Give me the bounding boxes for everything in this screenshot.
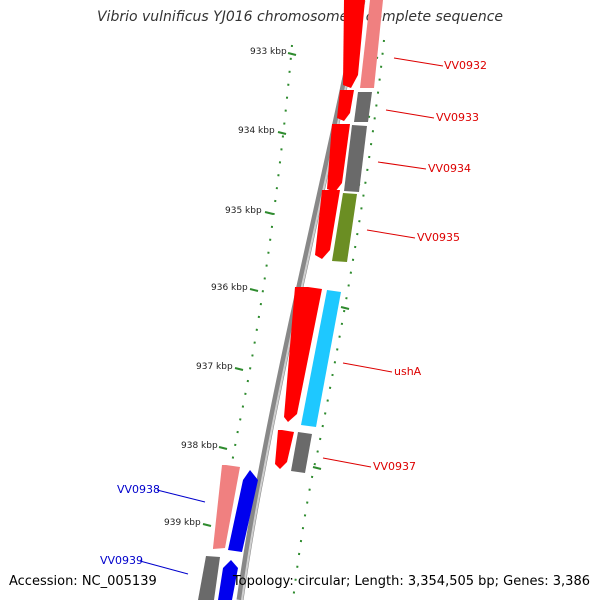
gene-label-vv0935: VV0935 (417, 231, 460, 244)
tick-label-933: 933 kbp (250, 47, 287, 57)
gene-leader-lines (139, 57, 444, 575)
sequence-summary: Topology: circular; Length: 3,354,505 bp… (232, 574, 590, 589)
tick-936 (249, 288, 259, 292)
leader-vv0935 (366, 229, 416, 239)
gene-label-vv0939: VV0939 (100, 554, 143, 567)
feature-vv0933-gray (354, 92, 372, 122)
feature-vv0939-blue (218, 560, 238, 600)
feature-vv0938-blue (228, 470, 258, 552)
leader-usha (342, 362, 393, 373)
tick-933 (287, 52, 297, 56)
feature-vv0938-pink (213, 465, 240, 549)
tick-937 (234, 367, 244, 371)
feature-vv0935-red (315, 190, 340, 259)
feature-vv0932-pink (360, 0, 383, 88)
tick-label-938: 938 kbp (181, 441, 218, 451)
feature-vv0934-gray (344, 125, 367, 192)
feature-vv0937-gray (291, 432, 312, 473)
tick-label-939: 939 kbp (164, 518, 201, 528)
feature-vv0933-red (337, 90, 354, 121)
accession-label: Accession: NC_005139 (9, 574, 157, 589)
map-title: Vibrio vulnificus YJ016 chromosome I, co… (96, 9, 504, 25)
leader-vv0937 (322, 457, 372, 468)
leader-vv0932 (393, 57, 444, 67)
feature-vv0935-olive (332, 193, 357, 262)
tick-label-937: 937 kbp (196, 362, 233, 372)
tick-939 (202, 523, 212, 527)
gene-label-usha: ushA (394, 365, 422, 378)
feature-usha-cyan (301, 290, 341, 427)
features-left-row[interactable] (198, 0, 365, 600)
gene-label-vv0932: VV0932 (444, 59, 487, 72)
leader-vv0933 (385, 109, 435, 119)
gene-label-vv0934: VV0934 (428, 162, 471, 175)
gene-label-vv0933: VV0933 (436, 111, 479, 124)
features-right-row[interactable] (218, 0, 383, 600)
feature-vv0932-red (343, 0, 365, 88)
feature-vv0934-red (327, 124, 350, 192)
tick-label-935: 935 kbp (225, 206, 262, 216)
tick-935 (264, 211, 274, 215)
tick-label-936: 936 kbp (211, 283, 248, 293)
leader-vv0934 (377, 161, 427, 170)
tick-934 (277, 131, 287, 135)
gene-label-vv0938: VV0938 (117, 483, 160, 496)
feature-vv0937-red (275, 430, 294, 469)
leader-vv0938 (156, 489, 206, 503)
gene-labels[interactable]: VV0932 VV0933 VV0934 VV0935 ushA VV0937 … (100, 59, 487, 567)
leader-vv0939 (139, 560, 189, 575)
feature-vv0939-gray (198, 556, 220, 600)
gene-label-vv0937: VV0937 (373, 460, 416, 473)
tick-label-934: 934 kbp (238, 126, 275, 136)
tick-938 (218, 446, 228, 450)
feature-usha-red (284, 287, 322, 422)
tick-labels: 933 kbp 934 kbp 935 kbp 936 kbp 937 kbp … (164, 47, 287, 528)
